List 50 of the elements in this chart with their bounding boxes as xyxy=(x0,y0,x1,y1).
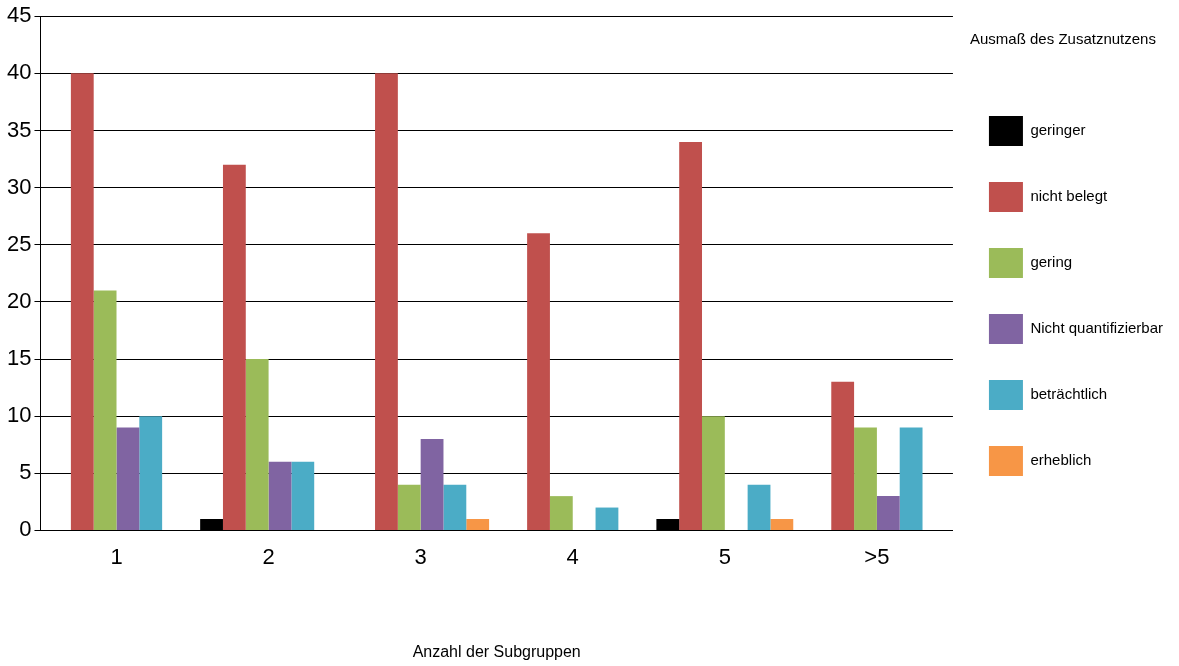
bar xyxy=(854,427,877,530)
bar xyxy=(831,381,855,530)
y-tick-label: 20 xyxy=(6,287,32,313)
x-axis-title: Anzahl der Subgruppen xyxy=(412,642,581,660)
y-tick-label: 15 xyxy=(6,345,32,371)
bar xyxy=(443,484,467,530)
bar xyxy=(245,359,269,530)
bar xyxy=(200,518,223,530)
y-tick-label: 0 xyxy=(19,516,32,542)
bar xyxy=(93,290,117,530)
bar xyxy=(70,73,94,530)
y-tick-label: 30 xyxy=(6,173,32,199)
bar xyxy=(527,233,550,530)
bar xyxy=(549,496,573,530)
bar xyxy=(420,438,444,530)
legend-label: gering xyxy=(1030,253,1073,271)
bar xyxy=(656,518,680,530)
legend-label: beträchtlich xyxy=(1030,385,1108,403)
bar xyxy=(770,518,794,530)
bar xyxy=(747,484,771,530)
legend-title: Ausmaß des Zusatznutzens xyxy=(970,29,1156,47)
legend-label: nicht belegt xyxy=(1030,187,1108,205)
y-tick-label: 40 xyxy=(6,59,32,85)
y-tick-label: 5 xyxy=(19,459,32,485)
bar xyxy=(397,484,421,530)
bar xyxy=(876,496,900,530)
bar xyxy=(291,461,315,530)
y-tick-label: 25 xyxy=(6,230,32,256)
x-tick-label: 1 xyxy=(110,543,123,569)
bar xyxy=(116,427,140,530)
x-tick-label: 5 xyxy=(718,543,731,569)
legend-label: erheblich xyxy=(1030,451,1092,469)
bar xyxy=(899,427,923,530)
y-tick-label: 35 xyxy=(6,116,32,142)
bar xyxy=(466,518,490,530)
legend-label: Nicht quantifizierbar xyxy=(1030,319,1163,337)
bar xyxy=(679,141,703,530)
x-tick-label: 2 xyxy=(262,543,275,569)
bar xyxy=(268,461,292,530)
bar xyxy=(139,416,163,530)
bar xyxy=(222,164,246,530)
bar xyxy=(595,507,619,530)
y-tick-label: 45 xyxy=(6,2,32,28)
y-tick-label: 10 xyxy=(6,402,32,428)
bar xyxy=(375,73,398,530)
x-tick-label: >5 xyxy=(864,543,890,569)
x-tick-label: 4 xyxy=(566,543,579,569)
legend-label: geringer xyxy=(1030,121,1086,139)
x-tick-label: 3 xyxy=(414,543,427,569)
bar xyxy=(702,416,725,530)
